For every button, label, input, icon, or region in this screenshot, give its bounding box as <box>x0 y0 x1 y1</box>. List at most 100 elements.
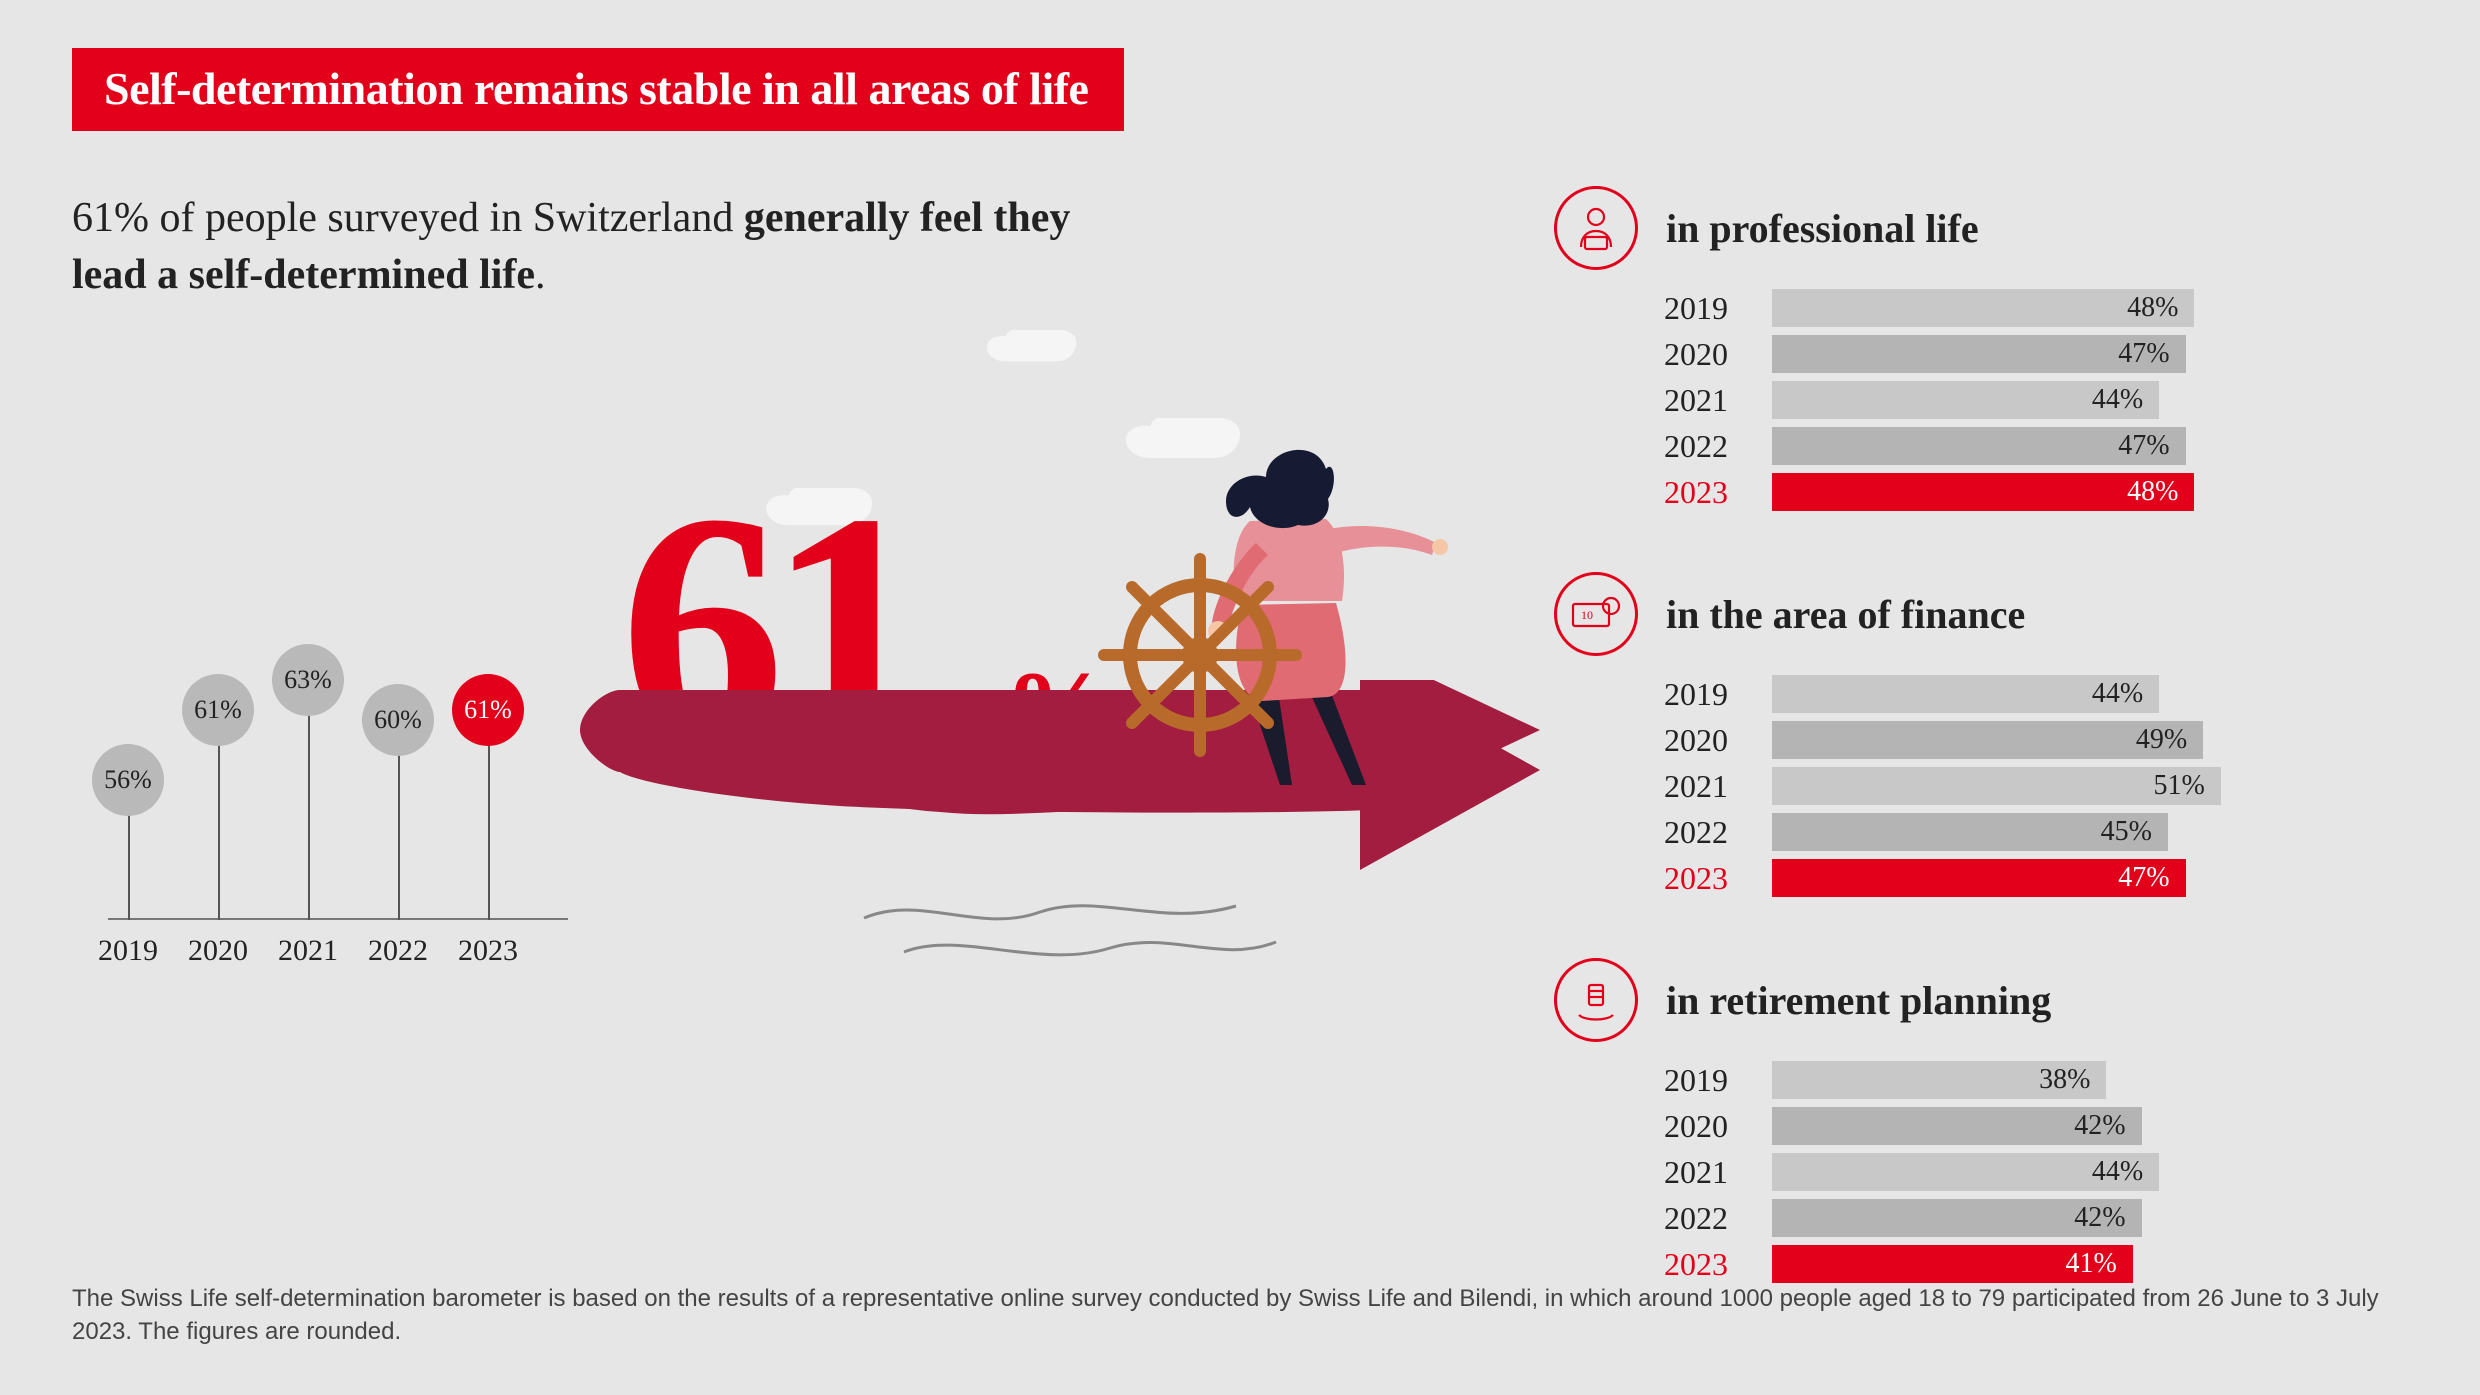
lollipop-year: 2019 <box>98 934 158 968</box>
bar-fill: 47% <box>1772 859 2186 897</box>
bar-year: 2021 <box>1664 1154 1756 1191</box>
bar-block-title: in the area of finance <box>1666 591 2025 638</box>
bar-track: 44% <box>1772 1153 2392 1191</box>
bar-year: 2023 <box>1664 1246 1756 1283</box>
bar-year: 2021 <box>1664 382 1756 419</box>
woman-steering-icon <box>1080 435 1480 800</box>
bar-rows: 2019 48% 2020 47% 2021 44% 2022 47% 2023 48% <box>1664 286 2414 514</box>
bar-year: 2019 <box>1664 676 1756 713</box>
bar-block: in professional life 2019 48% 2020 47% 2021 44… <box>1554 186 2414 514</box>
lollipop-ball: 56% <box>92 744 164 816</box>
bar-year: 2022 <box>1664 814 1756 851</box>
bar-track: 48% <box>1772 473 2392 511</box>
lollipop-year: 2021 <box>278 934 338 968</box>
bar-year: 2022 <box>1664 428 1756 465</box>
bar-track: 45% <box>1772 813 2392 851</box>
bar-fill: 42% <box>1772 1107 2142 1145</box>
bar-fill: 45% <box>1772 813 2168 851</box>
bar-track: 44% <box>1772 381 2392 419</box>
bar-year: 2019 <box>1664 1062 1756 1099</box>
bar-fill: 47% <box>1772 427 2186 465</box>
bar-row: 2022 42% <box>1664 1196 2414 1240</box>
hero-illustration: 61 % <box>600 370 1560 990</box>
bar-track: 38% <box>1772 1061 2392 1099</box>
bar-row: 2020 42% <box>1664 1104 2414 1148</box>
bar-block-title: in professional life <box>1666 205 1979 252</box>
bar-year: 2020 <box>1664 336 1756 373</box>
bar-year: 2021 <box>1664 768 1756 805</box>
lollipop-ball: 61% <box>452 674 524 746</box>
lollipop-year: 2020 <box>188 934 248 968</box>
bar-row: 2023 48% <box>1664 470 2414 514</box>
lollipop-ball: 61% <box>182 674 254 746</box>
bar-fill: 48% <box>1772 473 2194 511</box>
bar-rows: 2019 38% 2020 42% 2021 44% 2022 42% 2023 41% <box>1664 1058 2414 1286</box>
professional-icon <box>1554 186 1638 270</box>
bar-block: in retirement planning 2019 38% 2020 42% 2021… <box>1554 958 2414 1286</box>
bar-row: 2019 44% <box>1664 672 2414 716</box>
bar-fill: 44% <box>1772 675 2159 713</box>
wave-icon <box>900 926 1280 966</box>
retirement-icon <box>1554 958 1638 1042</box>
intro-text: 61% of people surveyed in Switzerland ge… <box>72 190 1122 303</box>
lollipop-year: 2022 <box>368 934 428 968</box>
bar-block-title: in retirement planning <box>1666 977 2051 1024</box>
bar-row: 2020 47% <box>1664 332 2414 376</box>
lollipop-axis <box>108 918 568 920</box>
bar-fill: 44% <box>1772 381 2159 419</box>
bar-block: 10in the area of finance201944%202049%20… <box>1554 572 2414 900</box>
bar-track: 49% <box>1772 721 2392 759</box>
bar-year: 2023 <box>1664 474 1756 511</box>
bar-fill: 38% <box>1772 1061 2106 1099</box>
bar-track: 47% <box>1772 859 2392 897</box>
bar-row: 2023 41% <box>1664 1242 2414 1286</box>
bar-row: 2020 49% <box>1664 718 2414 762</box>
bar-block-header: 10 in the area of finance <box>1554 572 2414 656</box>
bar-row: 2022 47% <box>1664 424 2414 468</box>
bar-row: 2019 48% <box>1664 286 2414 330</box>
bar-track: 47% <box>1772 335 2392 373</box>
intro-part1: 61% of people surveyed in Switzerland <box>72 195 744 241</box>
lollipop-chart: 56%201961%202063%202160%202261%2023 <box>108 578 568 974</box>
bar-fill: 42% <box>1772 1199 2142 1237</box>
finance-icon: 10 <box>1554 572 1638 656</box>
bar-fill: 44% <box>1772 1153 2159 1191</box>
bar-row: 2021 51% <box>1664 764 2414 808</box>
bar-track: 51% <box>1772 767 2392 805</box>
lollipop-ball: 60% <box>362 684 434 756</box>
bar-fill: 51% <box>1772 767 2221 805</box>
bar-row: 2021 44% <box>1664 378 2414 422</box>
category-bar-charts: in professional life 2019 48% 2020 47% 2021 44… <box>1554 186 2414 1344</box>
bar-fill: 48% <box>1772 289 2194 327</box>
bar-fill: 47% <box>1772 335 2186 373</box>
lollipop-year: 2023 <box>458 934 518 968</box>
bar-row: 2023 47% <box>1664 856 2414 900</box>
bar-block-header: in retirement planning <box>1554 958 2414 1042</box>
wave-icon <box>860 888 1240 928</box>
bar-block-header: in professional life <box>1554 186 2414 270</box>
bar-track: 47% <box>1772 427 2392 465</box>
bar-rows: 2019 44% 2020 49% 2021 51% 2022 45% 2023 47% <box>1664 672 2414 900</box>
bar-row: 2022 45% <box>1664 810 2414 854</box>
bar-year: 2023 <box>1664 860 1756 897</box>
bar-fill: 41% <box>1772 1245 2133 1283</box>
bar-year: 2022 <box>1664 1200 1756 1237</box>
bar-year: 2019 <box>1664 290 1756 327</box>
bar-track: 44% <box>1772 675 2392 713</box>
bar-track: 48% <box>1772 289 2392 327</box>
intro-tail: . <box>535 252 546 298</box>
bar-track: 41% <box>1772 1245 2392 1283</box>
cloud-icon <box>980 330 1110 374</box>
bar-track: 42% <box>1772 1107 2392 1145</box>
footnote-text: The Swiss Life self-determination barome… <box>72 1282 2408 1349</box>
svg-text:10: 10 <box>1581 608 1593 622</box>
lollipop-ball: 63% <box>272 644 344 716</box>
bar-year: 2020 <box>1664 1108 1756 1145</box>
bar-track: 42% <box>1772 1199 2392 1237</box>
bar-row: 2021 44% <box>1664 1150 2414 1194</box>
bar-row: 2019 38% <box>1664 1058 2414 1102</box>
bar-fill: 49% <box>1772 721 2203 759</box>
bar-year: 2020 <box>1664 722 1756 759</box>
page-title: Self-determination remains stable in all… <box>72 48 1124 131</box>
lollipop-stem <box>308 680 310 920</box>
